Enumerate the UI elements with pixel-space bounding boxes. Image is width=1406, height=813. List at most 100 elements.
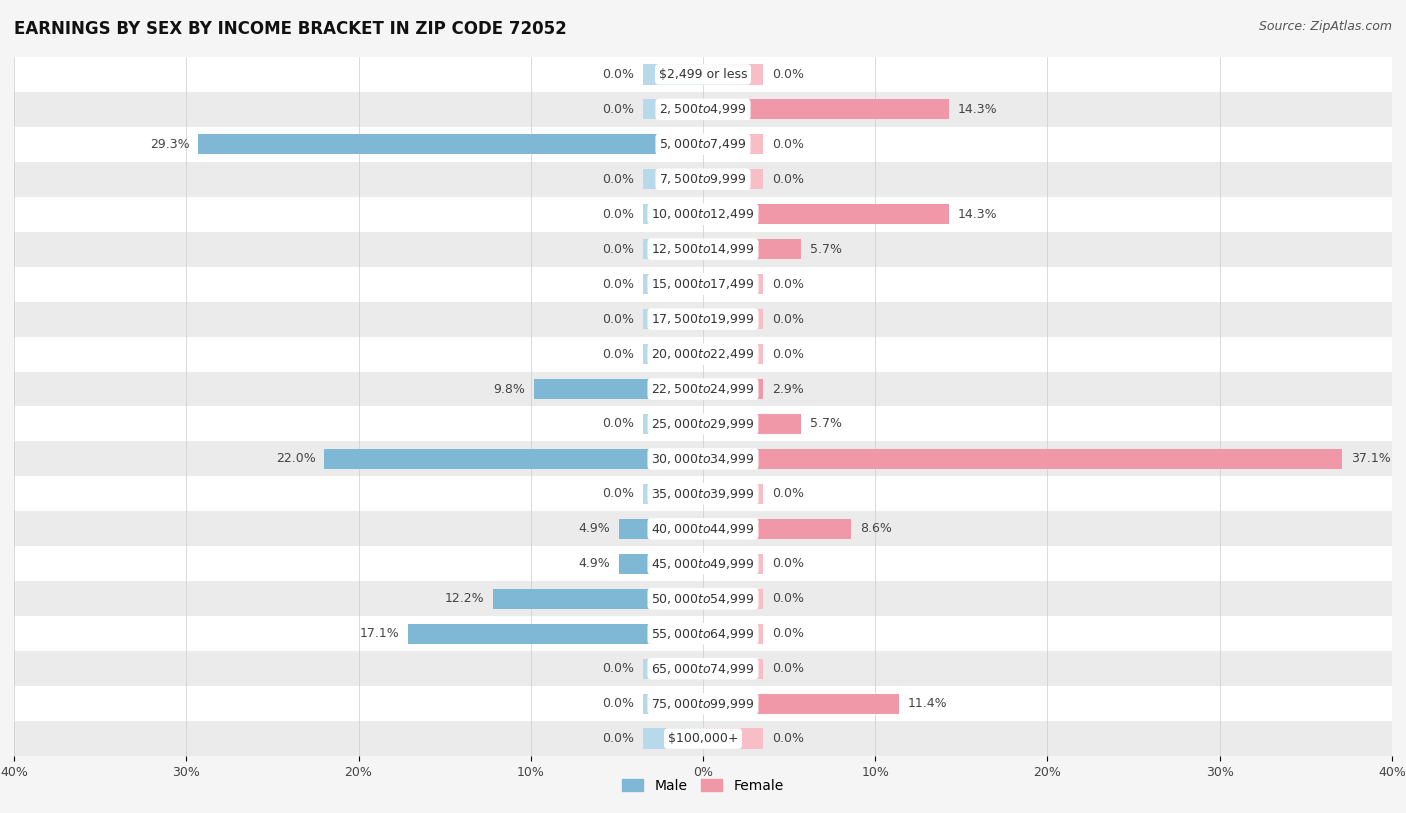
Bar: [14, 267, 1392, 302]
Text: 0.0%: 0.0%: [602, 68, 634, 80]
Bar: [14, 232, 1392, 267]
Text: $55,000 to $64,999: $55,000 to $64,999: [651, 627, 755, 641]
Text: 0.0%: 0.0%: [602, 663, 634, 675]
Bar: [703, 64, 763, 85]
Bar: [643, 309, 703, 329]
Bar: [643, 204, 703, 224]
Bar: [14, 581, 1392, 616]
Text: $30,000 to $34,999: $30,000 to $34,999: [651, 452, 755, 466]
Bar: [643, 484, 703, 504]
Text: 0.0%: 0.0%: [602, 698, 634, 710]
Text: 0.0%: 0.0%: [602, 278, 634, 290]
Bar: [14, 197, 1392, 232]
Text: 9.8%: 9.8%: [494, 383, 526, 395]
Bar: [409, 624, 703, 644]
Bar: [643, 99, 703, 120]
Text: 0.0%: 0.0%: [772, 593, 804, 605]
Bar: [14, 57, 1392, 92]
Text: 0.0%: 0.0%: [772, 313, 804, 325]
Text: 37.1%: 37.1%: [1351, 453, 1391, 465]
Text: 14.3%: 14.3%: [957, 103, 997, 115]
Bar: [703, 589, 763, 609]
Bar: [703, 728, 763, 749]
Text: 11.4%: 11.4%: [908, 698, 948, 710]
Bar: [703, 134, 763, 154]
Bar: [198, 134, 703, 154]
Text: $35,000 to $39,999: $35,000 to $39,999: [651, 487, 755, 501]
Text: $50,000 to $54,999: $50,000 to $54,999: [651, 592, 755, 606]
Bar: [703, 693, 900, 714]
Text: $40,000 to $44,999: $40,000 to $44,999: [651, 522, 755, 536]
Bar: [703, 519, 851, 539]
Text: 14.3%: 14.3%: [957, 208, 997, 220]
Text: 4.9%: 4.9%: [578, 558, 610, 570]
Text: 0.0%: 0.0%: [772, 663, 804, 675]
Bar: [703, 169, 763, 189]
Text: 0.0%: 0.0%: [602, 348, 634, 360]
Bar: [14, 372, 1392, 406]
Text: $75,000 to $99,999: $75,000 to $99,999: [651, 697, 755, 711]
Bar: [14, 546, 1392, 581]
Bar: [534, 379, 703, 399]
Text: 0.0%: 0.0%: [772, 628, 804, 640]
Bar: [703, 344, 763, 364]
Bar: [703, 659, 763, 679]
Text: 0.0%: 0.0%: [602, 103, 634, 115]
Text: 29.3%: 29.3%: [150, 138, 190, 150]
Bar: [14, 616, 1392, 651]
Bar: [14, 721, 1392, 756]
Bar: [619, 519, 703, 539]
Bar: [703, 274, 763, 294]
Bar: [703, 414, 801, 434]
Bar: [619, 554, 703, 574]
Text: $7,500 to $9,999: $7,500 to $9,999: [659, 172, 747, 186]
Text: 0.0%: 0.0%: [772, 138, 804, 150]
Text: 0.0%: 0.0%: [772, 733, 804, 745]
Bar: [643, 414, 703, 434]
Bar: [14, 686, 1392, 721]
Bar: [703, 99, 949, 120]
Text: $5,000 to $7,499: $5,000 to $7,499: [659, 137, 747, 151]
Text: 5.7%: 5.7%: [810, 418, 842, 430]
Text: 0.0%: 0.0%: [602, 488, 634, 500]
Text: 2.9%: 2.9%: [772, 383, 804, 395]
Text: $100,000+: $100,000+: [668, 733, 738, 745]
Bar: [703, 309, 763, 329]
Bar: [14, 337, 1392, 372]
Bar: [14, 406, 1392, 441]
Text: 0.0%: 0.0%: [772, 68, 804, 80]
Text: $22,500 to $24,999: $22,500 to $24,999: [651, 382, 755, 396]
Bar: [703, 204, 949, 224]
Bar: [14, 441, 1392, 476]
Text: 12.2%: 12.2%: [444, 593, 484, 605]
Text: 0.0%: 0.0%: [772, 173, 804, 185]
Bar: [643, 169, 703, 189]
Text: $45,000 to $49,999: $45,000 to $49,999: [651, 557, 755, 571]
Text: 0.0%: 0.0%: [772, 488, 804, 500]
Bar: [14, 92, 1392, 127]
Bar: [14, 162, 1392, 197]
Text: 17.1%: 17.1%: [360, 628, 399, 640]
Text: Source: ZipAtlas.com: Source: ZipAtlas.com: [1258, 20, 1392, 33]
Text: $25,000 to $29,999: $25,000 to $29,999: [651, 417, 755, 431]
Bar: [703, 624, 763, 644]
Bar: [14, 476, 1392, 511]
Bar: [643, 64, 703, 85]
Text: 0.0%: 0.0%: [602, 733, 634, 745]
Bar: [643, 693, 703, 714]
Text: 8.6%: 8.6%: [859, 523, 891, 535]
Text: $17,500 to $19,999: $17,500 to $19,999: [651, 312, 755, 326]
Text: 0.0%: 0.0%: [602, 173, 634, 185]
Text: $2,499 or less: $2,499 or less: [659, 68, 747, 80]
Bar: [643, 274, 703, 294]
Bar: [643, 659, 703, 679]
Bar: [703, 554, 763, 574]
Text: $2,500 to $4,999: $2,500 to $4,999: [659, 102, 747, 116]
Bar: [14, 511, 1392, 546]
Text: 0.0%: 0.0%: [772, 558, 804, 570]
Bar: [14, 302, 1392, 337]
Text: 0.0%: 0.0%: [602, 243, 634, 255]
Bar: [643, 344, 703, 364]
Bar: [643, 728, 703, 749]
Text: 0.0%: 0.0%: [772, 278, 804, 290]
